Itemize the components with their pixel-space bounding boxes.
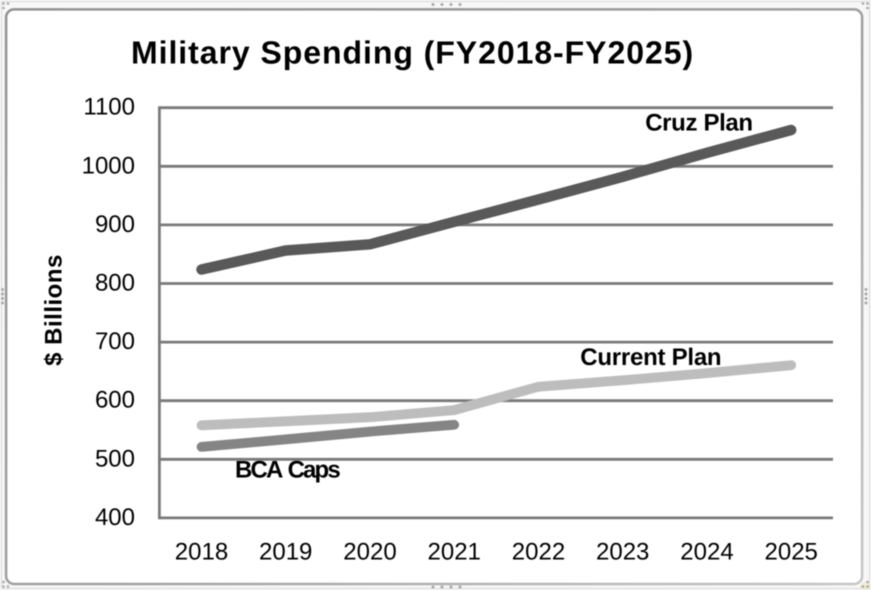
- svg-text:2022: 2022: [512, 539, 565, 566]
- svg-text:Cruz Plan: Cruz Plan: [645, 109, 753, 136]
- svg-text:2019: 2019: [259, 539, 312, 566]
- svg-text:1000: 1000: [82, 152, 135, 179]
- svg-text:Current Plan: Current Plan: [580, 344, 721, 371]
- svg-text:BCA Caps: BCA Caps: [235, 456, 340, 483]
- svg-text:500: 500: [95, 445, 135, 472]
- svg-text:2023: 2023: [596, 539, 649, 566]
- svg-text:2020: 2020: [343, 539, 396, 566]
- svg-text:2024: 2024: [680, 539, 733, 566]
- svg-text:2018: 2018: [175, 539, 228, 566]
- svg-text:400: 400: [95, 504, 135, 531]
- svg-text:2025: 2025: [765, 539, 818, 566]
- svg-text:600: 600: [95, 387, 135, 414]
- svg-text:Military Spending (FY2018-FY2: Military Spending (FY2018-FY2025): [131, 35, 694, 71]
- svg-text:800: 800: [95, 270, 135, 297]
- svg-text:700: 700: [95, 328, 135, 355]
- svg-text:$ Billions: $ Billions: [41, 254, 68, 366]
- svg-text:2021: 2021: [428, 539, 481, 566]
- svg-text:1100: 1100: [83, 94, 135, 121]
- svg-text:900: 900: [95, 211, 135, 238]
